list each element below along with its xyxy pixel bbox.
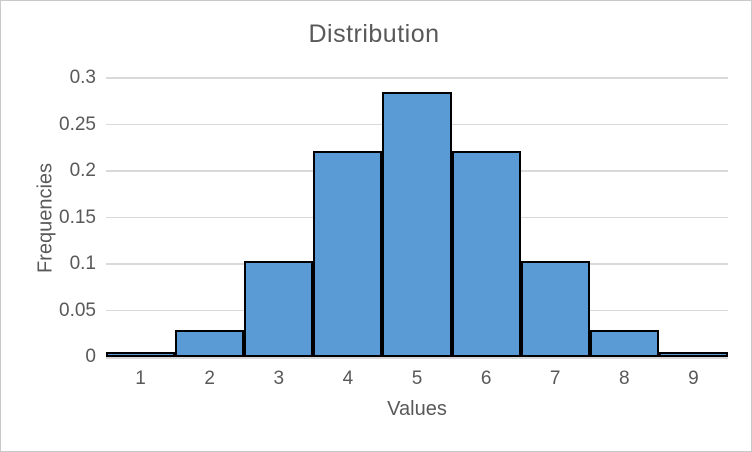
- plot-area: [106, 77, 728, 359]
- y-tick-label: 0.2: [69, 160, 96, 181]
- histogram-bar: [451, 151, 521, 357]
- x-tick-label: 4: [342, 368, 354, 389]
- x-tick-label: 2: [204, 368, 215, 389]
- y-tick-label: 0.3: [69, 67, 96, 88]
- x-tick-label: 6: [480, 368, 492, 389]
- y-tick-label: 0.1: [69, 253, 96, 274]
- x-tick-label: 3: [273, 368, 285, 389]
- x-tick-label: 9: [688, 368, 699, 389]
- y-tick-label: 0: [85, 346, 96, 367]
- y-tick-label: 0.15: [59, 206, 96, 228]
- y-tick-label: 0.05: [59, 299, 96, 321]
- chart-title: Distribution: [308, 20, 440, 48]
- histogram-bar: [244, 261, 314, 357]
- histogram-bar: [382, 91, 452, 357]
- x-tick-label: 5: [411, 368, 423, 389]
- histogram-bar: [589, 330, 659, 357]
- histogram-bar: [313, 151, 383, 357]
- histogram-bar: [658, 352, 728, 357]
- histogram-bar: [175, 330, 245, 357]
- gridline: [106, 77, 728, 79]
- histogram-bar: [106, 352, 176, 357]
- x-tick-label: 1: [135, 368, 146, 389]
- x-axis-title: Values: [387, 398, 447, 420]
- x-tick-label: 8: [619, 368, 630, 389]
- histogram-bar: [520, 261, 590, 357]
- x-tick-label: 7: [549, 368, 561, 389]
- y-tick-label: 0.25: [59, 113, 96, 135]
